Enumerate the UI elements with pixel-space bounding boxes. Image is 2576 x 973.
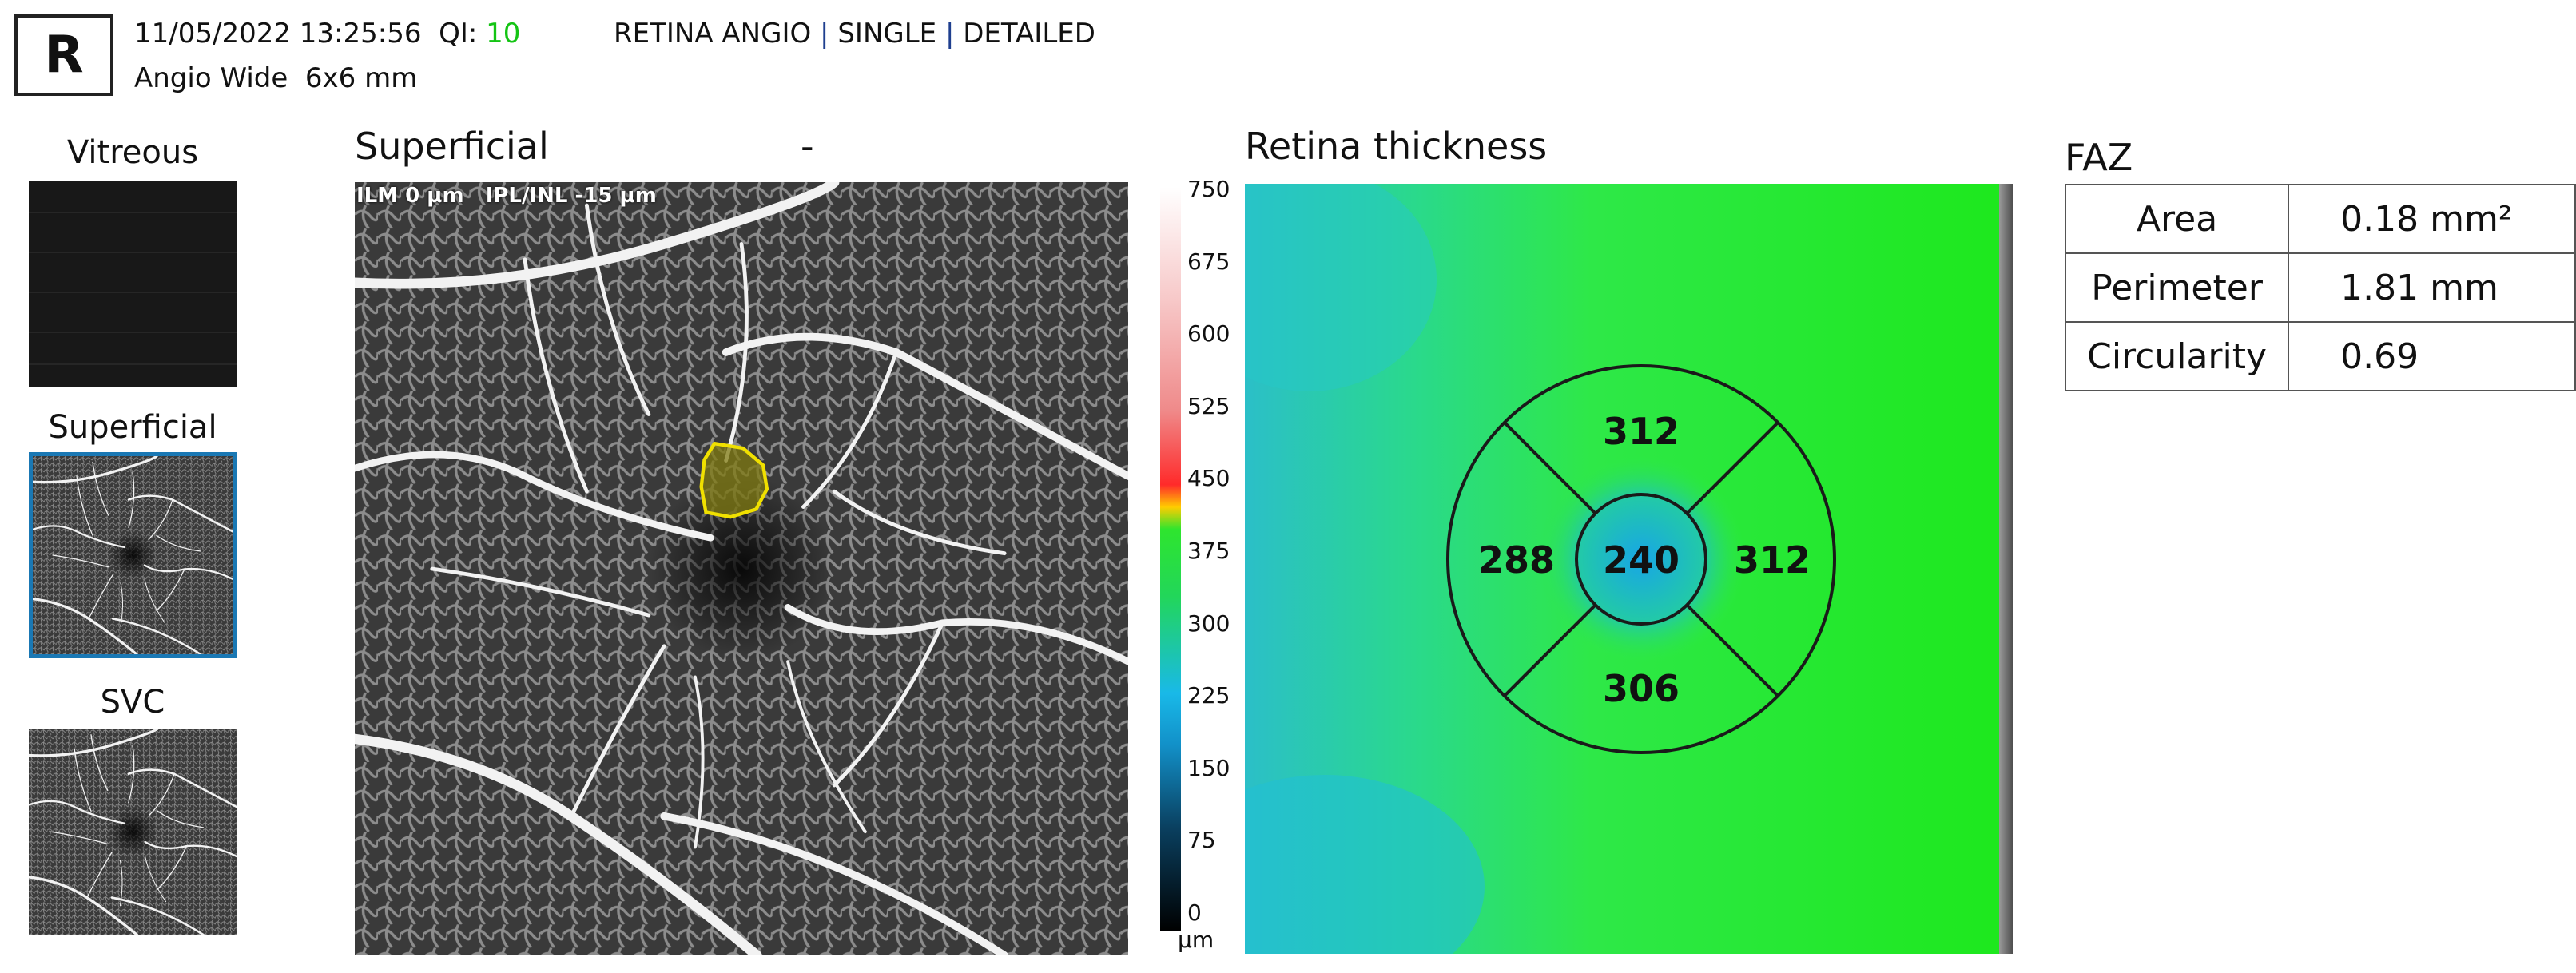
- eye-label: R: [44, 26, 84, 85]
- angio-vessels: [355, 182, 1128, 955]
- thickness-map[interactable]: 312 288 240 312 306: [1245, 184, 2013, 954]
- faz-row-perimeter: Perimeter 1.81 mm: [2064, 252, 2576, 323]
- faz-area-label: Area: [2064, 184, 2290, 254]
- segmentation-label: ILM 0 µm IPL/INL -15 µm: [356, 184, 657, 208]
- scale-tick: 600: [1187, 320, 1230, 348]
- faz-perimeter-unit: mm: [2430, 267, 2498, 308]
- faz-perimeter-value: 1.81 mm: [2288, 252, 2576, 323]
- faz-area-number: 0.18: [2340, 198, 2419, 240]
- scan-datetime: 11/05/2022 13:25:56: [134, 18, 422, 50]
- qi-value: 10: [486, 18, 521, 50]
- faz-table: Area 0.18 mm² Perimeter 1.81 mm Circular…: [2064, 184, 2576, 391]
- sector-inferior: 306: [1603, 667, 1680, 710]
- thumb-vitreous[interactable]: [29, 181, 237, 387]
- faz-row-area: Area 0.18 mm²: [2064, 184, 2576, 254]
- scale-tick: 0: [1187, 900, 1202, 926]
- thickness-title: Retina thickness: [1245, 125, 1548, 168]
- mode-separator: |: [944, 18, 955, 50]
- faz-circularity-value: 0.69: [2288, 321, 2576, 391]
- superficial-thumb-image: [33, 456, 233, 654]
- scale-tick: 675: [1187, 248, 1230, 275]
- scale-tick: 225: [1187, 682, 1230, 709]
- faz-circularity-number: 0.69: [2340, 336, 2419, 377]
- thickness-map-graphic: 312 288 240 312 306: [1245, 184, 2013, 954]
- scale-tick: 750: [1187, 176, 1230, 202]
- vitreous-image: [29, 181, 237, 387]
- scale-unit: µm: [1178, 927, 1214, 953]
- mode-single: SINGLE: [837, 18, 937, 50]
- thumb-label-vitreous: Vitreous: [66, 134, 199, 171]
- angio-image[interactable]: [355, 182, 1128, 955]
- scan-mode: RETINA ANGIO | SINGLE | DETAILED: [614, 18, 1095, 50]
- mode-retina-angio: RETINA ANGIO: [614, 18, 812, 50]
- sector-nasal: 288: [1478, 538, 1555, 582]
- scan-datetime-line: 11/05/2022 13:25:56 QI: 10: [134, 18, 520, 50]
- faz-row-circularity: Circularity 0.69: [2064, 321, 2576, 391]
- angio-dash: -: [801, 125, 814, 168]
- faz-title: FAZ: [2065, 136, 2133, 179]
- sector-temporal: 312: [1734, 538, 1811, 582]
- faz-area-unit: mm²: [2430, 198, 2513, 240]
- qi-label: QI:: [439, 18, 478, 50]
- thickness-color-scale: [1160, 187, 1181, 931]
- angio-title: Superficial: [355, 125, 549, 168]
- faz-circularity-label: Circularity: [2064, 321, 2290, 391]
- thumb-label-svc: SVC: [100, 684, 165, 721]
- faz-outline: [699, 441, 769, 519]
- mode-detailed: DETAILED: [963, 18, 1095, 50]
- sector-superior: 312: [1603, 410, 1680, 453]
- scan-type: Angio Wide 6x6 mm: [134, 62, 417, 94]
- scale-tick: 75: [1187, 827, 1216, 854]
- scale-tick: 150: [1187, 754, 1230, 781]
- scale-tick: 300: [1187, 610, 1230, 637]
- sector-center: 240: [1603, 538, 1680, 582]
- svc-thumb-image: [29, 729, 237, 935]
- faz-perimeter-label: Perimeter: [2064, 252, 2290, 323]
- thumb-svc[interactable]: [29, 729, 237, 935]
- faz-perimeter-number: 1.81: [2340, 267, 2419, 308]
- thumb-superficial[interactable]: [29, 452, 237, 658]
- scale-tick: 450: [1187, 465, 1230, 492]
- scan-type-text: Angio Wide 6x6 mm: [134, 62, 418, 94]
- eye-indicator: R: [14, 14, 113, 96]
- scale-tick: 375: [1187, 538, 1230, 564]
- mode-separator: |: [820, 18, 829, 50]
- thumb-label-superficial: Superficial: [48, 409, 217, 446]
- faz-area-value: 0.18 mm²: [2288, 184, 2576, 254]
- scale-tick: 525: [1187, 392, 1230, 419]
